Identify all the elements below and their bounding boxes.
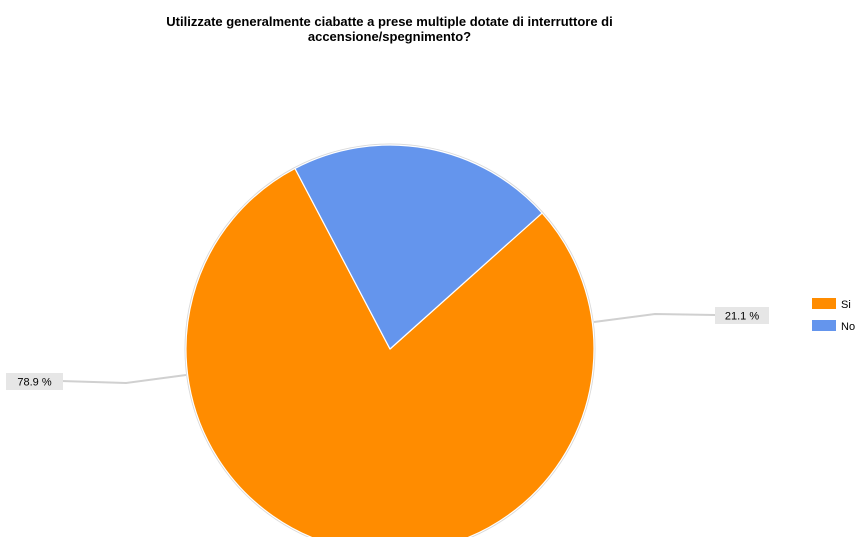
legend-label-si: Si: [841, 299, 851, 311]
data-labels: 78.9 % 21.1 %: [6, 307, 769, 390]
chart-title-line-1: Utilizzate generalmente ciabatte a prese…: [166, 14, 613, 29]
data-label-box-si: [6, 373, 63, 390]
leader-lines: [60, 312, 716, 385]
data-label-no: 21.1 %: [725, 311, 759, 323]
chart-title: Utilizzate generalmente ciabatte a prese…: [0, 14, 779, 44]
pie-slices: [184, 143, 596, 537]
data-label-box-no: [715, 307, 769, 324]
leader-line-no: [593, 312, 716, 323]
leader-line-si: [60, 374, 187, 385]
data-label-si: 78.9 %: [17, 377, 51, 389]
legend: Si No: [812, 298, 855, 333]
pie-slice-no[interactable]: [294, 144, 543, 350]
legend-swatch-no: [812, 320, 836, 331]
pie-slice-si[interactable]: [185, 167, 595, 537]
legend-swatch-si: [812, 298, 836, 309]
chart-title-line-2: accensione/spegnimento?: [307, 29, 472, 44]
legend-label-no: No: [841, 321, 855, 333]
